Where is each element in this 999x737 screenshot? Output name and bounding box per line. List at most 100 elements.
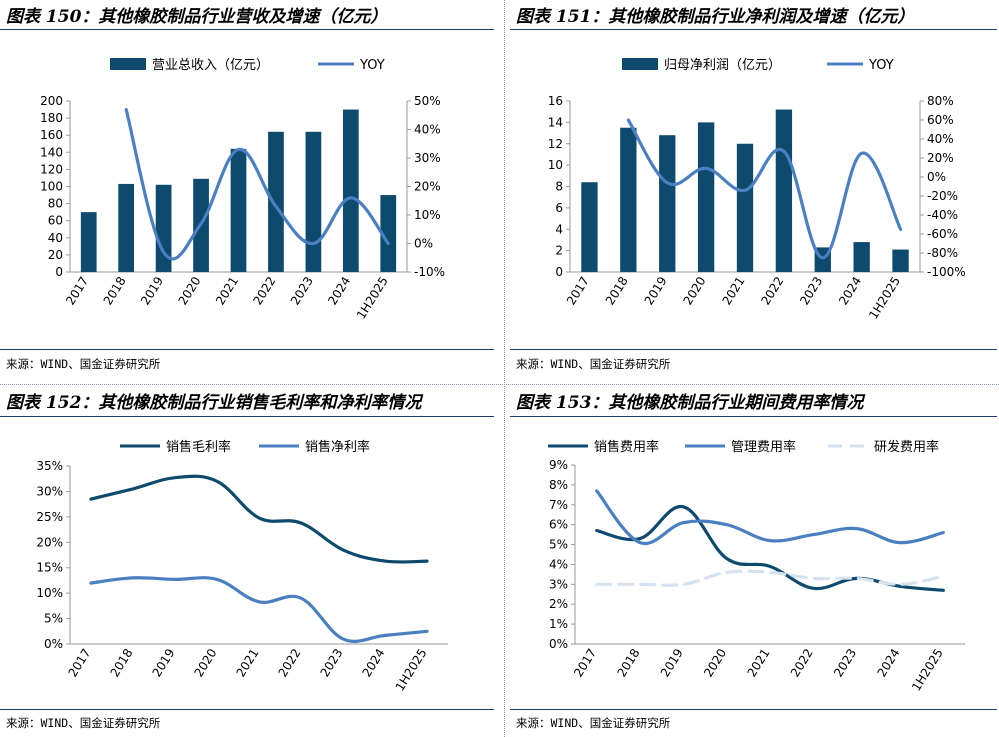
legend-swatch-bar — [110, 58, 146, 70]
y-tick-label: 140 — [40, 145, 63, 159]
series-line — [595, 505, 945, 592]
y2-tick-label: -80% — [927, 246, 958, 260]
x-tick-label: 2022 — [758, 274, 786, 307]
net-profit-chart: 0 2 4 6 8 10 12 14 16 -100% -80% -60% -40% -20% 0% 20% 4… — [548, 58, 966, 322]
y-tick-label: 160 — [40, 128, 63, 142]
row-separator — [0, 384, 999, 385]
y-tick-label: 0 — [555, 265, 563, 279]
y-tick-label: 40 — [48, 231, 63, 245]
source-rule — [0, 349, 494, 350]
x-tick-label: 2018 — [603, 274, 631, 307]
legend-label: YOY — [359, 58, 385, 73]
y-tick-label: 5% — [44, 612, 63, 626]
x-tick-label: 2024 — [325, 274, 353, 307]
column-separator — [504, 0, 505, 737]
y-tick-label: 120 — [40, 162, 63, 176]
y-tick-label: 20 — [48, 248, 63, 262]
y-tick-label: 0% — [549, 637, 568, 651]
x-tick-label: 2024 — [359, 646, 387, 679]
panel-title: 图表 153：其他橡胶制品行业期间费用率情况 — [516, 393, 864, 413]
legend-label: 销售毛利率 — [166, 439, 231, 455]
yoy-line — [626, 118, 903, 260]
y-tick-label: 8 — [555, 180, 563, 194]
y-tick-label: 0% — [44, 637, 63, 651]
y2-tick-label: -40% — [927, 208, 958, 222]
bar — [118, 183, 135, 272]
bar — [736, 143, 754, 272]
y-tick-label: 8% — [549, 478, 568, 492]
bar — [853, 242, 870, 272]
y-tick-label: 3% — [549, 577, 568, 591]
x-tick-label: 2024 — [836, 274, 864, 307]
title-rule — [0, 29, 494, 30]
bar — [305, 131, 322, 272]
bar — [380, 195, 397, 272]
x-tick-label: 1H2025 — [909, 646, 946, 693]
legend-swatch-bar — [622, 58, 658, 70]
y-tick-label: 14 — [548, 115, 563, 129]
y-tick-label: 180 — [40, 111, 63, 125]
y2-tick-label: 60% — [927, 113, 954, 127]
x-tick-label: 2022 — [275, 646, 303, 679]
x-tick-label: 2023 — [831, 646, 859, 679]
y2-tick-label: 40% — [927, 132, 954, 146]
y-tick-label: 60 — [48, 214, 63, 228]
y-tick-label: 15% — [36, 561, 63, 575]
x-tick-label: 2019 — [149, 646, 177, 679]
y2-tick-label: -100% — [927, 265, 966, 279]
source-note: 来源：WIND、国金证券研究所 — [6, 716, 161, 730]
x-tick-label: 2017 — [65, 646, 93, 679]
bar — [268, 131, 284, 272]
y-tick-label: 25% — [36, 510, 63, 524]
y-tick-label: 9% — [549, 458, 568, 472]
x-tick-label: 2024 — [874, 646, 902, 679]
panel-expense-ratios: 图表 153：其他橡胶制品行业期间费用率情况 0% 1% 2% 3% 4% 5% 6% 7% 8… — [510, 386, 999, 737]
x-tick-label: 2021 — [233, 646, 261, 679]
panel-net-profit: 图表 151：其他橡胶制品行业净利润及增速（亿元） 0 2 4 6 8 10 12 14 16 -… — [510, 0, 999, 383]
y-tick-label: 2% — [549, 597, 568, 611]
source-rule — [0, 709, 494, 710]
legend-label: 管理费用率 — [731, 439, 796, 455]
y-tick-label: 20% — [36, 535, 63, 549]
x-tick-label: 2017 — [571, 646, 599, 679]
panel-title: 图表 151：其他橡胶制品行业净利润及增速（亿元） — [516, 7, 915, 27]
x-tick-label: 1H2025 — [866, 274, 903, 321]
y-tick-label: 10 — [548, 158, 563, 172]
series-line — [89, 474, 429, 564]
y-tick-label: 16 — [548, 94, 563, 108]
x-tick-label: 2020 — [176, 274, 204, 307]
x-tick-label: 2021 — [719, 274, 747, 307]
y2-tick-label: -60% — [927, 227, 958, 241]
y-tick-label: 80 — [48, 197, 63, 211]
y2-tick-label: 50% — [414, 94, 441, 108]
y2-tick-label: 20% — [414, 180, 441, 194]
y-tick-label: 7% — [549, 498, 568, 512]
legend-label: 销售净利率 — [305, 439, 370, 455]
y-tick-label: 1% — [549, 617, 568, 631]
y-tick-label: 0 — [55, 265, 63, 279]
x-tick-label: 2018 — [107, 646, 135, 679]
panel-margins: 图表 152：其他橡胶制品行业销售毛利率和净利率情况 0% 5% 10% 15% 20%… — [0, 386, 498, 737]
y2-tick-label: 30% — [414, 151, 441, 165]
margin-chart: 0% 5% 10% 15% 20% 25% 30% 35% 销售毛利率 销售净利率 2017 2018… — [36, 439, 448, 694]
title-rule — [0, 416, 494, 417]
bar — [659, 135, 676, 272]
x-tick-label: 2019 — [658, 646, 686, 679]
legend-label: 研发费用率 — [874, 439, 939, 455]
legend-label: 销售费用率 — [594, 439, 659, 455]
title-rule — [510, 29, 997, 30]
source-rule — [510, 349, 997, 350]
x-tick-label: 2019 — [642, 274, 670, 307]
bar — [230, 148, 247, 272]
y-tick-label: 4 — [555, 222, 563, 236]
revenue-chart: 0 20 40 60 80 100 120 140 160 180 200 -10% 0% 10% 20% 3… — [40, 58, 445, 322]
y2-tick-label: -10% — [414, 265, 445, 279]
x-tick-label: 2023 — [288, 274, 316, 307]
source-note: 来源：WIND、国金证券研究所 — [516, 357, 671, 371]
series-line — [595, 489, 945, 546]
y-tick-label: 4% — [549, 557, 568, 571]
series-line — [89, 576, 429, 643]
bar — [775, 109, 793, 272]
source-note: 来源：WIND、国金证券研究所 — [6, 357, 161, 371]
source-rule — [510, 709, 997, 710]
